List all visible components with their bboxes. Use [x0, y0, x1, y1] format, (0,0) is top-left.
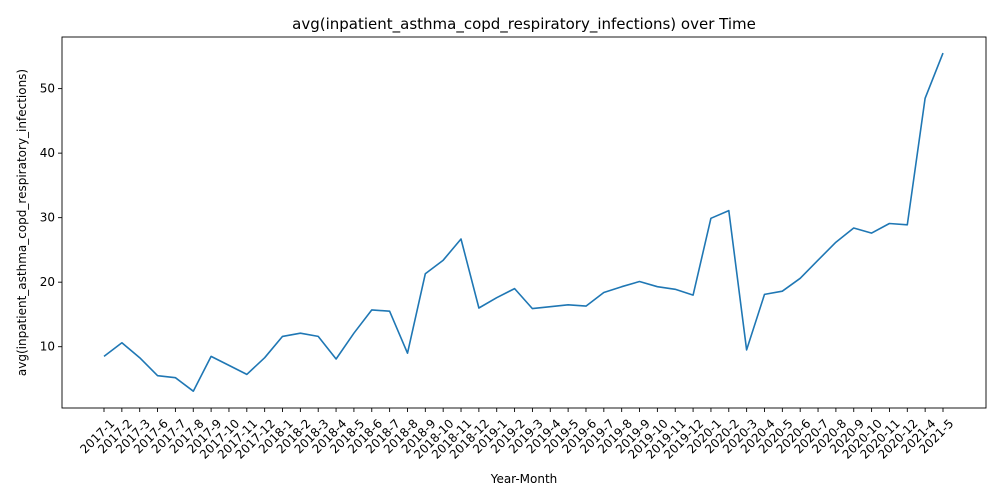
chart-title: avg(inpatient_asthma_copd_respiratory_in… — [292, 15, 756, 34]
x-axis-label: Year-Month — [490, 472, 558, 486]
axis-ticks: 10203040502017-12017-22017-32017-62017-7… — [40, 82, 957, 462]
y-axis-label: avg(inpatient_asthma_copd_respiratory_in… — [15, 69, 29, 376]
y-tick-label: 10 — [40, 340, 55, 354]
y-tick-label: 50 — [40, 82, 55, 96]
plot-frame — [61, 36, 987, 409]
y-tick-label: 40 — [40, 146, 55, 160]
y-tick-label: 30 — [40, 211, 55, 225]
y-tick-label: 20 — [40, 275, 55, 289]
series-line — [103, 52, 944, 393]
